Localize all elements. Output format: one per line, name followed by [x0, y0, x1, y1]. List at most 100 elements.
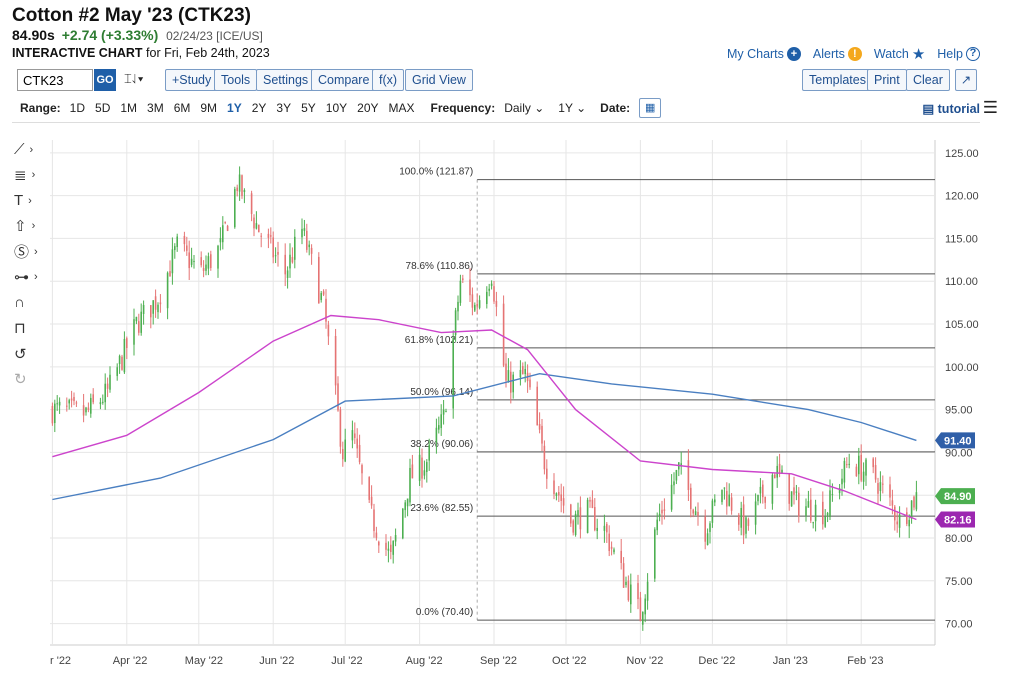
chevron-down-icon: ⌄: [534, 101, 545, 115]
range-option[interactable]: MAX: [388, 101, 415, 115]
candle-body: [675, 469, 678, 481]
candle-body: [730, 497, 733, 511]
alert-icon: !: [847, 47, 862, 61]
help-icon: ?: [966, 47, 980, 61]
candle-body: [121, 356, 123, 370]
expand-icon[interactable]: ↗: [955, 69, 977, 91]
candle-body: [368, 477, 370, 500]
candle-body: [754, 501, 757, 525]
grid-view-button[interactable]: Grid View: [405, 69, 473, 91]
candle-body: [882, 483, 884, 485]
range-option[interactable]: 1D: [69, 101, 86, 115]
price-tag-label: 82.16: [944, 515, 972, 527]
candle-body: [183, 236, 186, 245]
range-option[interactable]: 1Y: [227, 101, 242, 115]
range-option[interactable]: 5D: [95, 101, 111, 115]
candle-body: [495, 300, 498, 307]
candle-body: [310, 247, 313, 254]
calendar-icon[interactable]: ▦: [639, 98, 662, 118]
tools-button[interactable]: Tools: [214, 69, 258, 91]
line-tool-icon[interactable]: ⟋ ›: [14, 141, 34, 159]
frequency-select[interactable]: Daily ⌄: [504, 101, 544, 115]
candle-body: [762, 484, 764, 498]
my-charts-link[interactable]: My Charts +: [727, 47, 801, 61]
candle-body: [894, 506, 896, 521]
candle-body: [512, 374, 514, 393]
candle-body: [339, 409, 342, 447]
period-select[interactable]: 1Y ⌄: [558, 101, 586, 115]
candle-body: [889, 484, 891, 498]
candle-body: [898, 514, 901, 528]
help-link[interactable]: Help?: [937, 47, 980, 61]
dollar-tool-icon[interactable]: Ⓢ ›: [14, 244, 38, 262]
candle-body: [860, 454, 862, 481]
candle-body: [253, 217, 255, 229]
candle-body: [812, 522, 814, 524]
candle-body: [92, 394, 94, 403]
tutorial-link[interactable]: ▤ tutorial: [922, 101, 980, 116]
alerts-link[interactable]: Alerts!: [813, 47, 862, 61]
candle-body: [133, 319, 135, 345]
arrow-tool-icon[interactable]: ⇧ ›: [14, 218, 36, 236]
candle-body: [915, 492, 918, 510]
candle-body: [411, 464, 414, 479]
candle-body: [90, 397, 92, 414]
price-tag: [935, 432, 975, 449]
templates-button[interactable]: Templates: [802, 69, 873, 91]
chart-title: Cotton #2 May '23 (CTK23): [12, 5, 251, 26]
go-button[interactable]: GO: [94, 69, 116, 91]
lock-icon[interactable]: ⊓: [14, 320, 26, 338]
magnet-icon[interactable]: ∩: [14, 294, 25, 312]
ma-slow-line: [52, 372, 917, 501]
range-option[interactable]: 3Y: [276, 101, 292, 115]
candle-body: [579, 507, 582, 530]
text-tool-icon[interactable]: T ›: [14, 192, 32, 210]
range-option[interactable]: 10Y: [325, 101, 348, 115]
range-option[interactable]: 2Y: [251, 101, 267, 115]
study-button[interactable]: +Study: [165, 69, 219, 91]
candle-body: [406, 498, 409, 507]
candle-body: [620, 550, 622, 563]
candle-body: [906, 512, 908, 524]
redo-icon[interactable]: ↻: [14, 371, 27, 389]
range-option[interactable]: 9M: [200, 101, 218, 115]
fib-level-label: 61.8% (102.21): [405, 335, 473, 346]
candle-body: [824, 516, 826, 527]
candle-body: [358, 444, 361, 463]
candle-body: [135, 316, 138, 322]
candle-body: [438, 425, 440, 430]
candle-body: [440, 414, 442, 429]
menu-icon[interactable]: ☰: [982, 98, 998, 117]
range-option[interactable]: 5Y: [301, 101, 316, 115]
candle-body: [589, 500, 591, 502]
fx-button[interactable]: f(x): [372, 69, 405, 91]
fib-level-label: 100.0% (121.87): [399, 167, 473, 178]
candle-body: [234, 189, 236, 228]
x-tick-label: Feb '23: [847, 655, 883, 667]
draw-tools-icon[interactable]: ⌶⇃▾: [124, 71, 144, 86]
range-option[interactable]: 1M: [120, 101, 138, 115]
watch-link[interactable]: Watch ★: [874, 45, 925, 63]
ma-fast-line: [52, 314, 917, 521]
fib-level-label: 78.6% (110.86): [406, 261, 474, 272]
range-option[interactable]: 20Y: [357, 101, 379, 115]
candle-body: [522, 366, 524, 375]
fib-tool-icon[interactable]: ≣ ›: [14, 167, 36, 185]
undo-icon[interactable]: ↺: [14, 345, 27, 363]
star-icon: ★: [911, 46, 926, 63]
compare-button[interactable]: Compare: [311, 69, 377, 91]
tutorial-label: tutorial: [937, 102, 980, 116]
clear-button[interactable]: Clear: [906, 69, 950, 91]
range-option[interactable]: 3M: [147, 101, 164, 115]
left-toolbar: ⟋ › ≣ › T › ⇧ › Ⓢ › ⊶ › ∩ ⊓ ↺ ↻: [14, 137, 48, 392]
measure-tool-icon[interactable]: ⊶ ›: [14, 269, 38, 287]
frequency-value: Daily: [504, 101, 531, 115]
candle-body: [913, 496, 915, 508]
symbol-input[interactable]: [17, 69, 93, 91]
candle-body: [524, 368, 526, 375]
range-option[interactable]: 6M: [173, 101, 191, 115]
candle-body: [445, 411, 447, 413]
help-label: Help: [937, 47, 963, 61]
candle-body: [51, 406, 54, 424]
